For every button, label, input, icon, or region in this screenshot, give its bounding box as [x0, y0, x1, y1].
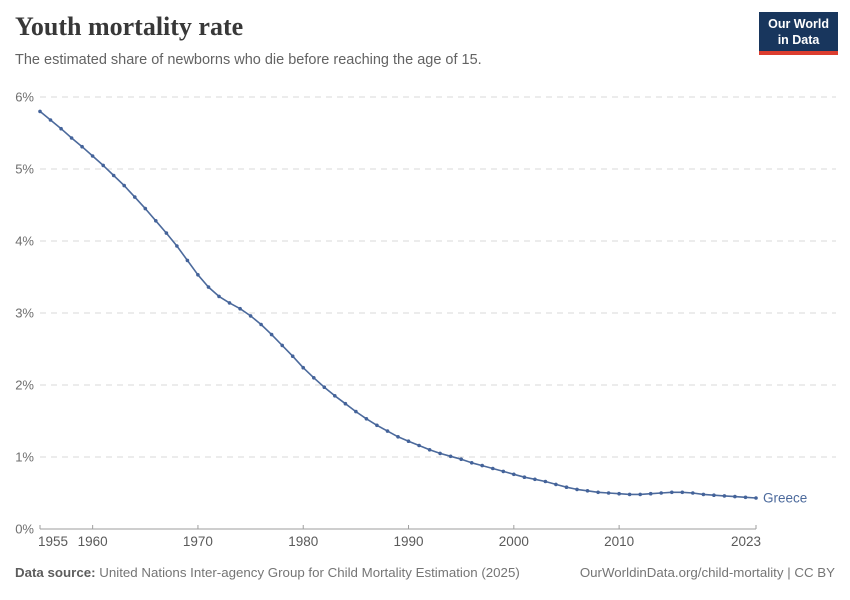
data-point — [248, 314, 253, 318]
line-chart-canvas[interactable]: 0% 1% 2% 3% 4% 5% 6% 1955 1960 1970 1980 1990 2000 20… — [0, 84, 850, 554]
data-point — [638, 492, 642, 497]
data-point — [364, 417, 369, 421]
data-point — [554, 482, 558, 487]
data-point — [491, 466, 495, 471]
data-point — [575, 487, 579, 492]
attribution-link[interactable]: OurWorldinData.org/child-mortality | CC … — [579, 565, 835, 580]
data-point — [333, 394, 337, 398]
data-point — [269, 332, 274, 337]
data-point — [533, 477, 537, 482]
x-tick-label: 2000 — [499, 534, 529, 549]
owid-logo[interactable]: Our World in Data — [759, 12, 838, 56]
data-point — [543, 479, 548, 484]
data-point — [585, 489, 590, 493]
data-point — [596, 490, 600, 495]
data-point — [670, 490, 674, 495]
y-tick-label: 5% — [15, 162, 34, 177]
data-point — [512, 472, 516, 477]
y-tick-label: 1% — [15, 450, 34, 465]
chart-title: Youth mortality rate — [15, 12, 244, 41]
data-point — [59, 126, 63, 131]
y-tick-label: 4% — [15, 234, 34, 249]
y-tick-label: 0% — [15, 522, 34, 537]
data-point — [659, 491, 663, 495]
data-point — [206, 285, 211, 289]
data-point — [606, 491, 611, 495]
data-point — [648, 491, 653, 496]
data-point — [733, 494, 737, 499]
data-point — [38, 109, 42, 114]
data-point — [375, 423, 379, 428]
data-point — [691, 491, 695, 495]
data-point — [743, 495, 748, 500]
data-source-text: United Nations Inter-agency Group for Ch… — [99, 565, 520, 580]
data-point — [564, 485, 569, 490]
data-point — [312, 376, 316, 380]
series-label-greece[interactable]: Greece — [763, 491, 807, 506]
chart-footer: Data source: United Nations Inter-agency… — [15, 565, 835, 580]
data-point — [417, 443, 421, 448]
data-point — [480, 463, 485, 468]
x-tick-label: 2010 — [604, 534, 634, 549]
data-point — [196, 273, 200, 277]
data-point — [280, 343, 285, 348]
data-point — [164, 231, 169, 235]
x-tick-label: 2023 — [731, 534, 761, 549]
data-point — [343, 401, 348, 406]
data-point — [90, 154, 95, 158]
data-point — [459, 457, 464, 462]
data-point — [501, 469, 506, 474]
data-point — [438, 451, 442, 456]
data-point — [217, 294, 221, 299]
y-tick-label: 2% — [15, 378, 34, 393]
data-point — [69, 136, 74, 140]
data-point — [701, 492, 706, 497]
data-point — [154, 219, 158, 223]
data-source: Data source: United Nations Inter-agency… — [15, 565, 520, 580]
data-point — [111, 173, 116, 178]
data-point — [48, 118, 53, 122]
data-point — [290, 354, 295, 359]
x-tick-label: 1990 — [394, 534, 424, 549]
x-tick-label: 1970 — [183, 534, 213, 549]
data-source-label: Data source: — [15, 565, 96, 580]
data-point — [385, 429, 390, 433]
data-point — [522, 475, 527, 480]
data-point — [322, 385, 327, 390]
data-point — [227, 301, 232, 305]
data-point — [80, 144, 84, 149]
data-point — [122, 183, 126, 188]
data-point — [712, 493, 716, 498]
data-point — [185, 258, 190, 263]
chart-subtitle: The estimated share of newborns who die … — [15, 52, 482, 68]
data-point — [238, 306, 242, 311]
data-point — [680, 490, 685, 495]
data-point — [354, 409, 358, 414]
data-point — [101, 163, 105, 168]
data-point — [396, 435, 400, 439]
data-point — [627, 492, 632, 497]
logo-line2: in Data — [777, 32, 820, 47]
x-tick-label: 1980 — [288, 534, 318, 549]
data-point — [469, 461, 474, 465]
y-tick-label: 3% — [15, 306, 34, 321]
data-point — [259, 322, 263, 327]
data-point — [427, 448, 432, 452]
logo-line1: Our World — [768, 17, 829, 31]
data-point — [722, 494, 727, 498]
data-point — [301, 365, 306, 370]
data-point — [143, 206, 148, 211]
data-point — [754, 496, 758, 500]
data-point — [448, 454, 453, 459]
y-tick-label: 6% — [15, 90, 34, 105]
data-point — [133, 195, 137, 199]
data-point — [406, 439, 411, 444]
x-tick-label: 1955 — [38, 534, 68, 549]
x-tick-label: 1960 — [78, 534, 108, 549]
data-point — [175, 244, 179, 248]
data-point — [617, 491, 621, 496]
